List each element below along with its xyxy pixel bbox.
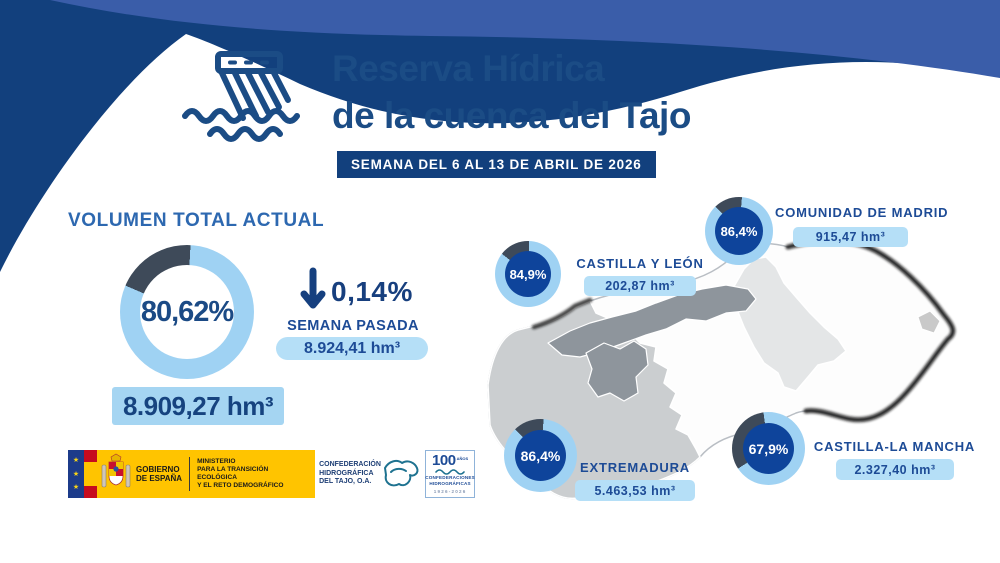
- region-label-extremadura: EXTREMADURA: [580, 460, 690, 475]
- region-label-madrid: COMUNIDAD DE MADRID: [775, 205, 949, 220]
- region-donut-madrid: 86,4%: [705, 197, 773, 265]
- confederacion-text: CONFEDERACIÓN HIDROGRÁFICA DEL TAJO, O.A…: [319, 461, 381, 486]
- previous-week-volume: 8.924,41 hm³: [276, 337, 428, 360]
- gobierno-text: GOBIERNO DE ESPAÑA: [136, 464, 183, 484]
- map-region-madrid: [729, 256, 847, 392]
- centenario-anos: AÑOS: [456, 456, 469, 462]
- region-percent: 86,4%: [515, 430, 566, 481]
- map-heavy-border-east: [785, 238, 956, 423]
- wave-icon: [435, 469, 465, 476]
- region-donut-castilla-la-mancha: 67,9%: [732, 412, 805, 485]
- region-percent: 86,4%: [715, 207, 763, 255]
- map-region-dark-patch: [585, 340, 649, 402]
- down-arrow-icon: [300, 267, 326, 309]
- region-donut-extremadura: 86,4%: [504, 419, 577, 492]
- centenario-line1: CONFEDERACIONES: [425, 475, 475, 481]
- title-line1: Reserva Hídrica: [332, 48, 605, 89]
- eu-stars-strip: ★ ★ ★: [68, 450, 84, 498]
- previous-week-label: SEMANA PASADA: [287, 318, 419, 334]
- region-label-castilla-y-leon: CASTILLA Y LEÓN: [576, 256, 704, 271]
- region-volume-madrid: 915,47 hm³: [793, 227, 908, 247]
- region-volume-extremadura: 5.463,53 hm³: [575, 480, 695, 501]
- star-icon: ★: [72, 456, 80, 464]
- ministerio-text: MINISTERIO PARA LA TRANSICIÓN ECOLÓGICA …: [197, 457, 284, 490]
- title-line2: de la cuenca del Tajo: [332, 95, 691, 136]
- coat-of-arms-icon: [101, 453, 131, 488]
- dam-icon: [182, 51, 300, 142]
- section-title-volumen: VOLUMEN TOTAL ACTUAL: [68, 210, 325, 231]
- footer-logos: ★ ★ ★ GOBIERNO DE ESPAÑA: [68, 450, 476, 498]
- basin-outline-icon: [384, 459, 419, 487]
- region-percent: 67,9%: [743, 423, 794, 474]
- total-donut-chart: 80,62%: [120, 245, 254, 379]
- gobierno-block: GOBIERNO DE ESPAÑA MINISTERIO PARA LA TR…: [97, 450, 316, 498]
- region-label-castilla-la-mancha: CASTILLA-LA MANCHA: [813, 439, 976, 454]
- centenario-logo: 100 AÑOS CONFEDERACIONES HIDROGRÁFICAS 1…: [425, 450, 476, 498]
- week-banner: SEMANA DEL 6 AL 13 DE ABRIL DE 2026: [337, 151, 656, 178]
- medium-blue-wave-shape: [50, 0, 1000, 78]
- navy-header-shape: [0, 0, 1000, 272]
- region-volume-castilla-y-leon: 202,87 hm³: [584, 276, 696, 296]
- centenario-years: 1926-2026: [433, 488, 467, 494]
- region-volume-castilla-la-mancha: 2.327,40 hm³: [836, 459, 954, 480]
- map-heavy-border-north: [531, 297, 593, 330]
- total-percent-value: 80,62%: [140, 265, 234, 359]
- current-volume-box: 8.909,27 hm³: [112, 387, 284, 425]
- region-percent: 84,9%: [505, 251, 551, 297]
- centenario-number: 100: [432, 452, 456, 470]
- divider: [189, 457, 191, 491]
- tajo-basin-map: [487, 238, 956, 501]
- star-icon: ★: [72, 484, 80, 492]
- centenario-line2: HIDROGRÁFICAS: [429, 481, 471, 486]
- weekly-change-percent: 0,14%: [331, 276, 413, 307]
- map-east-sliver: [917, 310, 941, 334]
- confederacion-block: CONFEDERACIÓN HIDROGRÁFICA DEL TAJO, O.A…: [315, 450, 426, 498]
- spain-flag-icon: [84, 450, 97, 498]
- star-icon: ★: [72, 470, 80, 478]
- region-donut-castilla-y-leon: 84,9%: [495, 241, 561, 307]
